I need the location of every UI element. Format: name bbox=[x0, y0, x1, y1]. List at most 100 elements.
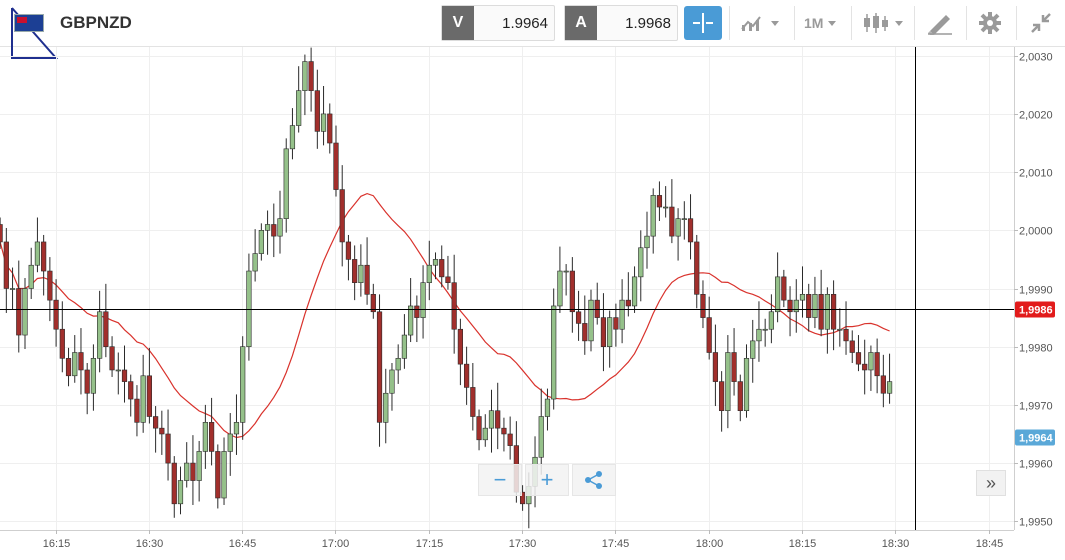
last-price-label: 1,9964 bbox=[1019, 433, 1054, 445]
y-tick-label: 1,9970 bbox=[1019, 401, 1053, 413]
candle-up bbox=[264, 210, 271, 255]
candle-down bbox=[41, 234, 47, 296]
candle-body bbox=[426, 264, 432, 283]
indicator-button[interactable] bbox=[740, 6, 779, 40]
candle-up bbox=[426, 240, 432, 301]
crosshair-icon bbox=[700, 20, 706, 26]
price-chart[interactable]: 2,00302,00202,00102,00001,99901,99801,99… bbox=[0, 47, 1065, 560]
candle-down bbox=[582, 295, 588, 355]
gear-icon bbox=[979, 12, 1001, 34]
bid-quote[interactable]: V 1.9964 bbox=[441, 5, 555, 41]
candle-body bbox=[725, 352, 731, 412]
candle-body bbox=[233, 422, 240, 435]
candle-down bbox=[134, 385, 140, 437]
candle-body bbox=[345, 241, 352, 260]
candle-body bbox=[84, 369, 90, 394]
candle-body bbox=[9, 288, 16, 290]
candle-body bbox=[613, 317, 619, 330]
candle-down bbox=[16, 260, 22, 353]
candle-body bbox=[638, 247, 644, 278]
y-tick-label: 1,9980 bbox=[1019, 343, 1053, 355]
candle-up bbox=[420, 265, 426, 339]
candle-body bbox=[837, 328, 843, 331]
candle-up bbox=[97, 290, 103, 373]
candle-body bbox=[775, 276, 781, 313]
candle-down bbox=[59, 301, 65, 373]
pencil-ruler-icon bbox=[928, 15, 952, 35]
candle-down bbox=[414, 295, 420, 343]
candle-up bbox=[793, 279, 799, 333]
candle-up bbox=[221, 437, 227, 505]
chart-type-button[interactable] bbox=[862, 6, 903, 40]
candle-body bbox=[339, 189, 345, 243]
y-tick-label: 2,0020 bbox=[1019, 110, 1053, 122]
candle-body bbox=[165, 433, 171, 464]
candle-body bbox=[588, 299, 594, 342]
settings-button[interactable] bbox=[978, 6, 1002, 40]
candle-body bbox=[607, 317, 613, 347]
candle-body bbox=[669, 206, 675, 237]
chevron-down-icon bbox=[771, 20, 779, 26]
candle-up bbox=[538, 388, 544, 475]
candle-body bbox=[843, 328, 849, 342]
candle-up bbox=[283, 138, 289, 233]
candle-down bbox=[190, 435, 196, 505]
candle-up bbox=[544, 388, 551, 431]
time-axis: 16:15 16:30 16:45 17:00 17:15 17:30 17:45 18:00… bbox=[43, 530, 1003, 550]
candle-body bbox=[190, 462, 196, 481]
candle-down bbox=[712, 324, 719, 407]
share-icon bbox=[585, 471, 602, 489]
toolbar-separator bbox=[794, 6, 795, 40]
candle-body bbox=[47, 270, 53, 301]
candle-body bbox=[544, 398, 551, 417]
candle-up bbox=[607, 310, 613, 368]
candle-up bbox=[551, 288, 557, 410]
candle-body bbox=[687, 218, 694, 243]
drawing-tools-button[interactable] bbox=[926, 6, 954, 40]
ask-quote[interactable]: A 1.9968 bbox=[564, 5, 678, 41]
candle-body bbox=[675, 218, 681, 237]
candle-up bbox=[246, 253, 252, 361]
candle-down bbox=[215, 444, 221, 509]
candle-up bbox=[227, 413, 233, 476]
candle-up bbox=[675, 208, 681, 261]
candle-body bbox=[756, 328, 762, 342]
candle-body bbox=[644, 235, 650, 249]
candle-down bbox=[376, 294, 383, 447]
scroll-forward-button[interactable]: » bbox=[976, 470, 1006, 496]
timeframe-button[interactable]: 1M bbox=[804, 6, 837, 40]
candle-body bbox=[432, 259, 439, 266]
zoom-in-button[interactable]: + bbox=[525, 464, 569, 496]
y-tick-label: 1,9950 bbox=[1019, 517, 1053, 529]
candle-body bbox=[625, 299, 631, 307]
collapse-button[interactable] bbox=[1029, 6, 1053, 40]
candle-up bbox=[563, 264, 569, 296]
candle-up bbox=[619, 279, 625, 344]
candle-body bbox=[159, 427, 165, 435]
candle-body bbox=[264, 224, 271, 231]
candle-body bbox=[868, 352, 874, 371]
crosshair-button[interactable] bbox=[684, 6, 722, 40]
candle-up bbox=[196, 440, 202, 502]
candle-body bbox=[501, 427, 507, 435]
share-button[interactable] bbox=[572, 464, 616, 496]
candle-up bbox=[72, 335, 78, 383]
candle-body bbox=[470, 387, 476, 417]
crosshair-price-badge bbox=[1015, 301, 1055, 318]
candle-down bbox=[153, 406, 159, 453]
candle-up bbox=[756, 301, 762, 362]
candle-body bbox=[886, 381, 893, 394]
candle-body bbox=[594, 299, 600, 318]
candle-body bbox=[439, 259, 445, 278]
candle-up bbox=[233, 394, 240, 455]
candle-body bbox=[65, 358, 72, 377]
zoom-out-button[interactable]: − bbox=[478, 464, 522, 496]
candle-body bbox=[271, 224, 277, 237]
x-tick-label: 16:15 bbox=[43, 538, 71, 550]
candle-down bbox=[109, 336, 115, 377]
candle-body bbox=[880, 375, 886, 394]
candle-body bbox=[302, 61, 308, 91]
candle-down bbox=[3, 227, 9, 313]
candle-down bbox=[687, 194, 694, 260]
candle-body bbox=[495, 410, 501, 429]
